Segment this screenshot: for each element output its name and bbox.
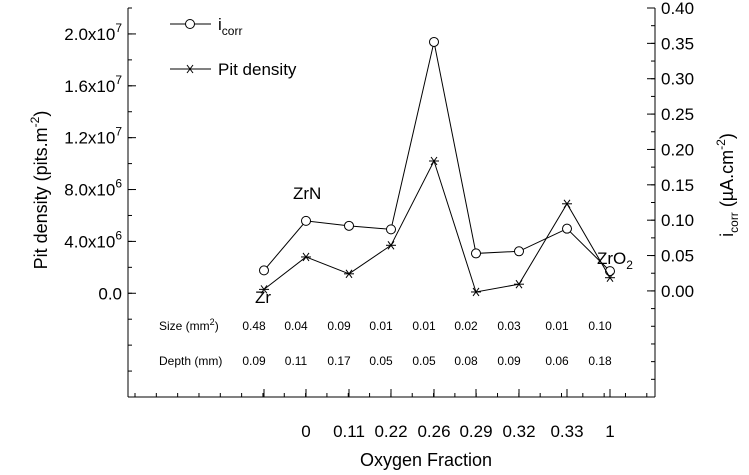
table-cell: 0.06 <box>545 354 569 368</box>
marker-stroke <box>387 240 395 250</box>
y-right-axis-title: icorr (µA.cm-2) <box>714 133 741 237</box>
svg-text:icorr (µA.cm-2): icorr (µA.cm-2) <box>714 133 741 237</box>
data-point-pit-density <box>514 279 524 289</box>
marker-stroke <box>563 199 571 209</box>
legend-entry-icorr: icorr <box>170 15 242 38</box>
legend: icorr Pit density <box>170 15 297 79</box>
legend-marker-icorr <box>185 19 195 29</box>
legend-entry-pit-density: Pit density <box>170 60 297 79</box>
y-left-tick-label: 2.0x107 <box>64 21 122 44</box>
data-point-icorr <box>259 265 269 276</box>
y-right-tick-label: 0.05 <box>661 247 694 266</box>
y-right-tick-label: 0.35 <box>661 34 694 53</box>
marker-stroke <box>302 252 310 262</box>
table-cell: 0.09 <box>242 354 266 368</box>
table-cell: 0.01 <box>369 319 393 333</box>
table-cell: 0.03 <box>497 319 521 333</box>
x-axis-ticks: 0 0.11 0.22 0.26 0.29 0.32 0.33 1 <box>134 389 648 441</box>
y-right-tick-label: 0.25 <box>661 105 694 124</box>
y-left-tick-label: 0.0 <box>98 284 122 303</box>
data-point-icorr <box>344 220 354 231</box>
series-line-icorr <box>263 41 611 272</box>
data-point-icorr <box>514 246 524 257</box>
x-tick-label: 1 <box>605 422 614 441</box>
y-left-tick-label: 8.0x106 <box>64 177 122 200</box>
point-annotation: ZrO2 <box>597 249 633 272</box>
right-axis-ticks: 0.00 0.05 0.10 0.15 0.20 0.25 0.30 0.35 0.40 <box>647 0 694 398</box>
legend-marker-pit-density <box>185 64 195 74</box>
y-left-tick-label: 1.2x107 <box>64 125 122 148</box>
y-right-tick-label: 0.00 <box>661 282 694 301</box>
svg-text:Pit density (pits.m-2): Pit density (pits.m-2) <box>28 111 51 270</box>
data-point-icorr <box>471 248 481 259</box>
data-point-icorr <box>429 36 439 47</box>
data-point-pit-density <box>344 269 354 279</box>
y-right-tick-label: 0.15 <box>661 176 694 195</box>
data-point-icorr <box>301 215 311 226</box>
marker-stroke <box>472 287 480 297</box>
table-cell: 0.18 <box>588 354 612 368</box>
y-right-tick-label: 0.20 <box>661 140 694 159</box>
table-cell: 0.09 <box>497 354 521 368</box>
table-cell: 0.05 <box>412 354 436 368</box>
data-point-pit-density <box>562 199 572 209</box>
data-point-pit-density <box>386 240 396 250</box>
data-point-pit-density <box>301 252 311 262</box>
table-cell: 0.09 <box>327 319 351 333</box>
marker-stroke <box>186 64 194 74</box>
y-left-tick-label: 1.6x107 <box>64 73 122 96</box>
table-cell: 0.01 <box>412 319 436 333</box>
x-tick-label: 0 <box>301 422 310 441</box>
y-left-tick-label: 4.0x106 <box>64 228 122 251</box>
x-tick-label: 0.32 <box>502 422 535 441</box>
y-left-axis-title: Pit density (pits.m-2) <box>28 111 51 270</box>
marker-stroke <box>345 269 353 279</box>
marker-stroke <box>606 273 614 283</box>
series-layer <box>259 36 615 297</box>
x-tick-label: 0.22 <box>374 422 407 441</box>
data-point-icorr <box>562 223 572 234</box>
point-annotation: ZrN <box>293 184 321 203</box>
marker-stroke <box>515 279 523 289</box>
table-cell: 0.48 <box>242 319 266 333</box>
table-cell: 0.11 <box>285 354 308 368</box>
x-axis-title: Oxygen Fraction <box>360 450 492 470</box>
table-cell: 0.05 <box>369 354 393 368</box>
point-annotation: Zr <box>255 288 271 307</box>
data-point-icorr <box>386 224 396 235</box>
table-cell: 0.01 <box>545 319 569 333</box>
left-axis-ticks: 0.0 4.0x106 8.0x106 1.2x107 1.6x107 2.0x107 <box>64 7 136 372</box>
axes <box>127 8 656 398</box>
table-cell: 0.10 <box>588 319 612 333</box>
table-cell: 0.08 <box>454 354 478 368</box>
x-tick-label: 0.11 <box>333 422 365 441</box>
data-point-pit-density <box>429 156 439 166</box>
data-point-pit-density <box>605 273 615 283</box>
x-tick-label: 0.29 <box>459 422 492 441</box>
y-right-tick-label: 0.40 <box>661 0 694 18</box>
marker-stroke <box>260 285 268 294</box>
annotations: Zr ZrN ZrO2 Size (mm2) 0.48 0.04 0.09 0.01 0.01 0… <box>159 184 633 368</box>
table-row-label: Depth (mm) <box>159 354 222 368</box>
table-cell: 0.02 <box>454 319 478 333</box>
legend-label-pit-density: Pit density <box>218 60 297 79</box>
marker-stroke <box>430 156 438 166</box>
data-point-pit-density <box>259 285 269 294</box>
table-row-label: Size (mm2) <box>159 317 219 333</box>
y-right-tick-label: 0.10 <box>661 211 694 230</box>
x-tick-label: 0.26 <box>417 422 450 441</box>
data-point-pit-density <box>471 287 481 297</box>
table-cell: 0.04 <box>284 319 308 333</box>
series-line-pit-density <box>263 159 611 293</box>
legend-label-icorr: icorr <box>218 15 242 38</box>
x-tick-label: 0.33 <box>550 422 583 441</box>
y-right-tick-label: 0.30 <box>661 70 694 89</box>
table-cell: 0.17 <box>327 354 351 368</box>
